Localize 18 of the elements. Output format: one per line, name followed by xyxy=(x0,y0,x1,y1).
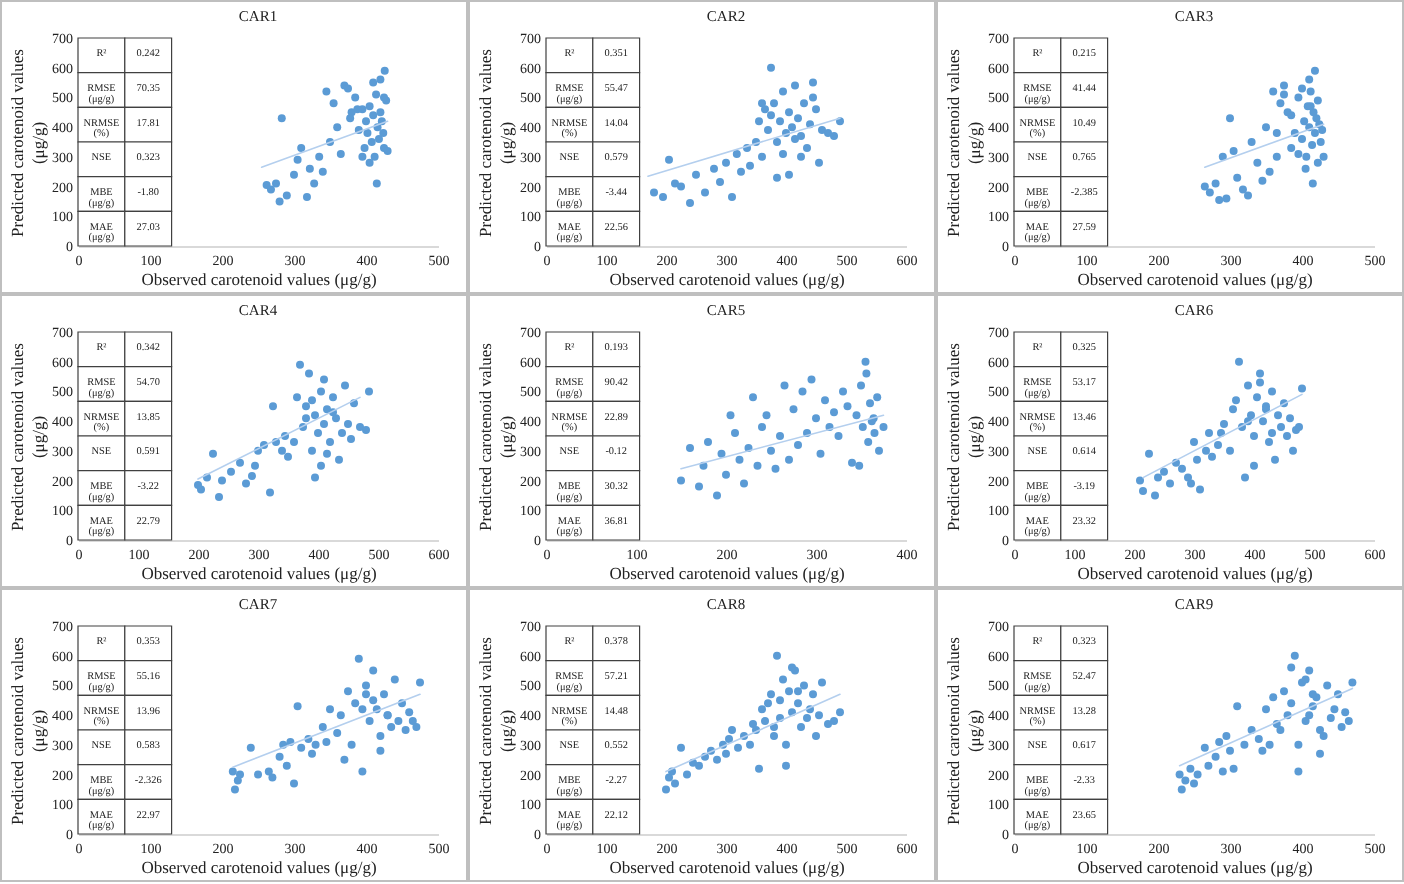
x-axis-title: Observed carotenoid values (μg/g) xyxy=(1077,269,1313,289)
x-axis-title: Observed carotenoid values (μg/g) xyxy=(609,563,845,583)
y-axis-title: Predicted carotenoid values (μg/g) xyxy=(7,637,48,825)
x-axis-title: Observed carotenoid values (μg/g) xyxy=(609,857,845,877)
y-axis-title: Predicted carotenoid values (μg/g) xyxy=(943,637,984,825)
y-axis-title: Predicted carotenoid values (μg/g) xyxy=(943,343,984,531)
x-axis-title: Observed carotenoid values (μg/g) xyxy=(141,269,377,289)
y-axis-title: Predicted carotenoid values (μg/g) xyxy=(475,637,516,825)
y-axis-title: Predicted carotenoid values (μg/g) xyxy=(943,49,984,237)
y-axis-title: Predicted carotenoid values (μg/g) xyxy=(7,343,48,531)
y-axis-title: Predicted carotenoid values (μg/g) xyxy=(475,343,516,531)
x-axis-title: Observed carotenoid values (μg/g) xyxy=(141,563,377,583)
y-axis-title: Predicted carotenoid values (μg/g) xyxy=(7,49,48,237)
x-axis-title: Observed carotenoid values (μg/g) xyxy=(1077,857,1313,877)
x-axis-title: Observed carotenoid values (μg/g) xyxy=(141,857,377,877)
x-axis-title: Observed carotenoid values (μg/g) xyxy=(609,269,845,289)
y-axis-title: Predicted carotenoid values (μg/g) xyxy=(475,49,516,237)
x-axis-title: Observed carotenoid values (μg/g) xyxy=(1077,563,1313,583)
